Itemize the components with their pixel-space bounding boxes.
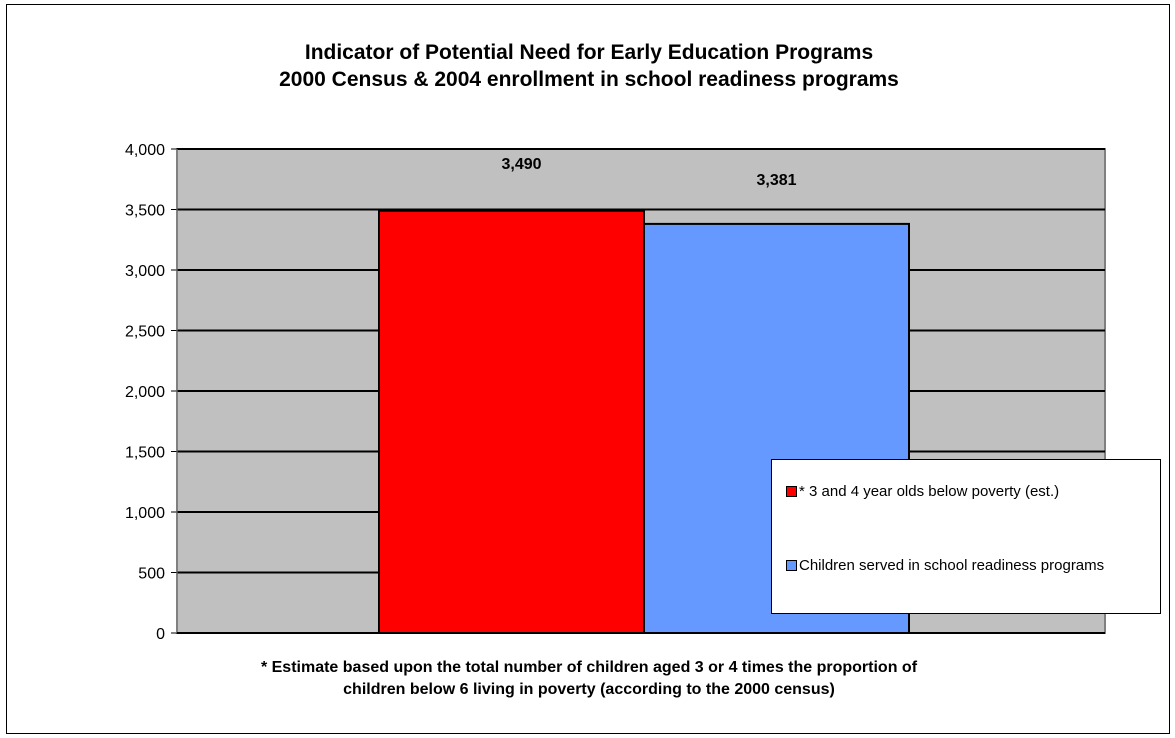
chart-frame: Indicator of Potential Need for Early Ed… <box>6 4 1170 734</box>
chart-title-line1: Indicator of Potential Need for Early Ed… <box>304 41 874 64</box>
y-tick-label-3500: 3,500 <box>125 203 165 220</box>
legend-swatch-poverty <box>786 486 797 497</box>
footnote-line2: children below 6 living in poverty (acco… <box>343 681 835 698</box>
legend-label-served: Children served in school readiness prog… <box>799 557 1105 574</box>
y-tick-label-0: 0 <box>156 626 165 643</box>
y-tick-label-3000: 3,000 <box>125 263 165 280</box>
y-tick-label-4000: 4,000 <box>125 142 165 159</box>
chart-footnote: * Estimate based upon the total number o… <box>7 657 1171 701</box>
legend-item-poverty: * 3 and 4 year olds below poverty (est.) <box>786 482 1139 502</box>
y-tick-label-500: 500 <box>138 566 165 583</box>
y-tick-label-2500: 2,500 <box>125 324 165 341</box>
chart-subtitle: 2000 Census & 2004 enrollment in school … <box>279 68 899 91</box>
bar-chart: 0 500 1,000 1,500 2,000 2,500 3,000 3,500 4,000 3… <box>125 142 1106 643</box>
data-label-1: 3,381 <box>756 172 796 189</box>
y-tick-label-1500: 1,500 <box>125 445 165 462</box>
chart-legend: * 3 and 4 year olds below poverty (est.)… <box>771 459 1161 614</box>
footnote-line1: * Estimate based upon the total number o… <box>260 659 918 676</box>
legend-swatch-served <box>786 560 797 571</box>
bar-0 <box>378 209 645 635</box>
data-label-0: 3,490 <box>501 156 541 173</box>
chart-title: Indicator of Potential Need for Early Ed… <box>7 39 1171 93</box>
legend-item-served: Children served in school readiness prog… <box>786 556 1139 576</box>
y-tick-label-1000: 1,000 <box>125 505 165 522</box>
legend-label-poverty: * 3 and 4 year olds below poverty (est.) <box>799 483 1060 500</box>
y-tick-label-2000: 2,000 <box>125 384 165 401</box>
